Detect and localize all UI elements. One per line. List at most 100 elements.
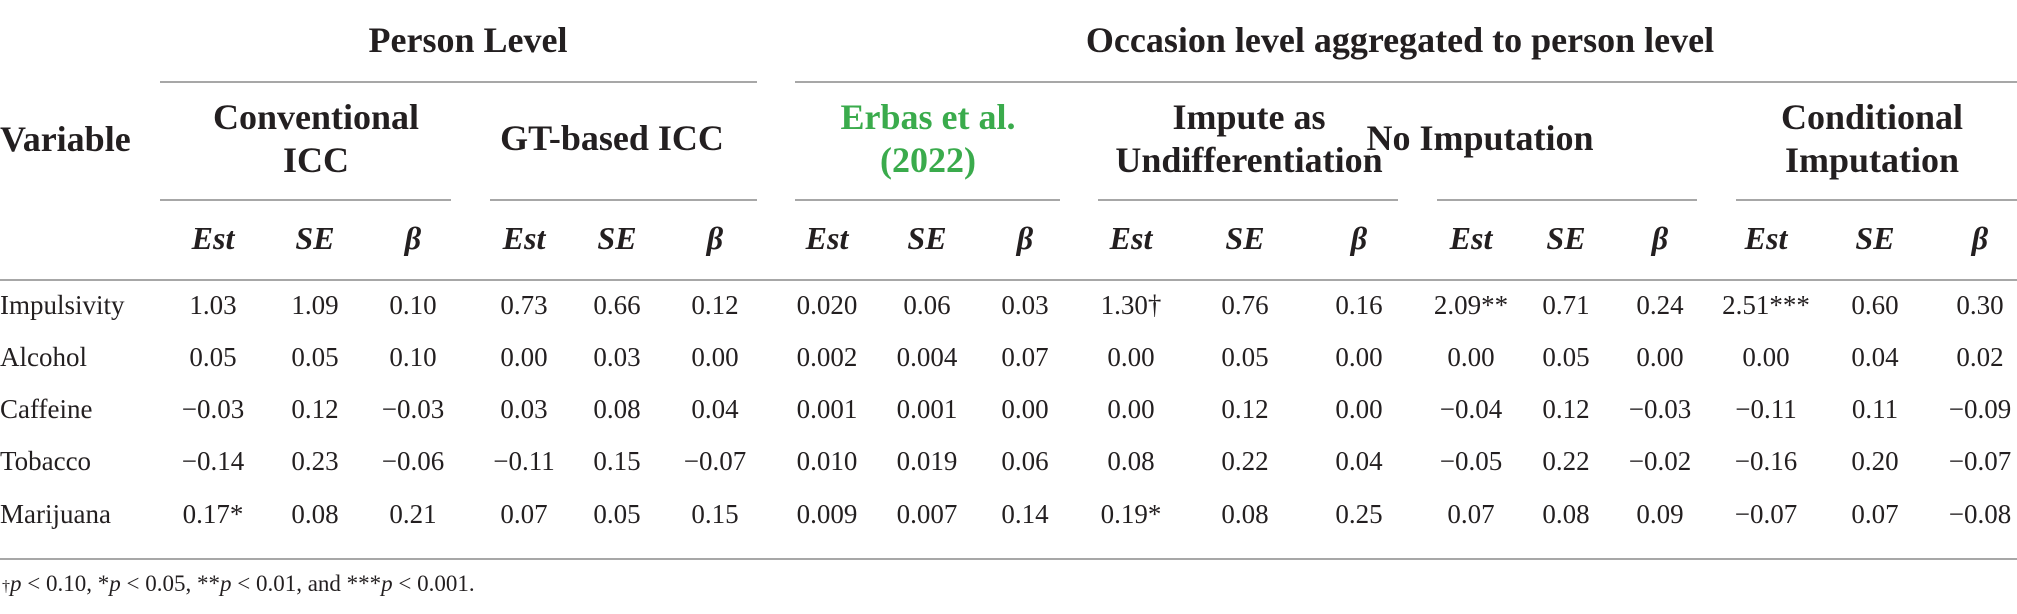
table-cell: 0.12 <box>691 290 738 320</box>
column-subheader: β <box>1016 220 1034 256</box>
table-cell: −0.03 <box>182 394 244 424</box>
table-cell: −0.08 <box>1949 499 2011 529</box>
group-header-line1: Conventional <box>213 97 419 137</box>
table-cell: 0.05 <box>291 342 338 372</box>
table-cell: 0.21 <box>389 499 436 529</box>
group-header-line1: Erbas et al. <box>841 97 1016 137</box>
table-cell: 0.00 <box>1335 342 1382 372</box>
table-cell: 0.019 <box>897 446 958 476</box>
occasion-level-header: Occasion level aggregated to person leve… <box>1086 20 1714 60</box>
column-subheader: SE <box>1546 220 1585 256</box>
table-cell: 1.03 <box>189 290 236 320</box>
table-cell: −0.05 <box>1440 446 1502 476</box>
table-cell: 0.07 <box>1001 342 1048 372</box>
table-cell: 0.00 <box>1335 394 1382 424</box>
table-row: Impulsivity 1.03 1.09 0.10 0.73 0.66 0.12 0.020… <box>0 290 2004 320</box>
group-header-line2: Undifferentiation <box>1115 140 1382 180</box>
table-cell: 0.007 <box>897 499 958 529</box>
table-cell: 0.05 <box>189 342 236 372</box>
table-cell: 0.20 <box>1851 446 1898 476</box>
table-cell: 0.03 <box>593 342 640 372</box>
table-cell: −0.07 <box>684 446 746 476</box>
table-cell: 0.14 <box>1001 499 1049 529</box>
table-cell: 0.06 <box>1001 446 1048 476</box>
table-cell: 0.17* <box>183 499 244 529</box>
table-cell: 0.00 <box>1447 342 1494 372</box>
group-header-line1: GT-based ICC <box>500 118 724 158</box>
table-cell: −0.02 <box>1629 446 1691 476</box>
table-cell: −0.11 <box>493 446 554 476</box>
table-cell: 0.66 <box>593 290 640 320</box>
column-subheader: Est <box>502 220 547 256</box>
table-cell: −0.06 <box>382 446 444 476</box>
table-cell: 0.00 <box>1107 342 1154 372</box>
table-cell: 0.15 <box>593 446 640 476</box>
column-subheader: Est <box>191 220 236 256</box>
table-cell: −0.03 <box>1629 394 1691 424</box>
row-label: Marijuana <box>0 499 111 529</box>
table-cell: 0.02 <box>1956 342 2003 372</box>
person-level-header: Person Level <box>369 20 568 60</box>
table-cell: −0.11 <box>1735 394 1796 424</box>
table-cell: 0.001 <box>897 394 958 424</box>
column-subheader: β <box>1651 220 1669 256</box>
table-cell: 0.002 <box>797 342 858 372</box>
table-cell: 0.020 <box>797 290 858 320</box>
table-cell: 2.09** <box>1434 290 1508 320</box>
table-cell: 0.60 <box>1851 290 1898 320</box>
table-cell: 0.19* <box>1101 499 1162 529</box>
table-cell: −0.07 <box>1949 446 2011 476</box>
column-subheader: Est <box>1449 220 1494 256</box>
table-cell: 0.30 <box>1956 290 2003 320</box>
table-cell: 0.03 <box>500 394 547 424</box>
column-subheaders: Est SE β Est SE β Est SE β Est SE β Est SE β Est SE β <box>191 220 1989 256</box>
table-cell: 0.07 <box>500 499 547 529</box>
group-header-line1: No Imputation <box>1366 118 1593 158</box>
table-cell: 0.10 <box>389 342 436 372</box>
table-cell: 0.00 <box>1742 342 1789 372</box>
column-subheader: SE <box>907 220 946 256</box>
table-cell: 0.22 <box>1221 446 1268 476</box>
column-subheader: β <box>404 220 422 256</box>
table-cell: 0.00 <box>691 342 738 372</box>
table-cell: 0.04 <box>1335 446 1383 476</box>
table-cell: 0.00 <box>1636 342 1683 372</box>
column-subheader: SE <box>295 220 334 256</box>
table-cell: 0.10 <box>389 290 436 320</box>
table-cell: −0.03 <box>382 394 444 424</box>
column-subheader: β <box>1350 220 1368 256</box>
table-cell: 0.73 <box>500 290 547 320</box>
table-cell: 0.22 <box>1542 446 1589 476</box>
table-cell: 0.08 <box>1542 499 1589 529</box>
group-header-line2: (2022) <box>880 140 976 180</box>
table-cell: 0.07 <box>1447 499 1494 529</box>
table-cell: 0.12 <box>291 394 338 424</box>
table-cell: 0.24 <box>1636 290 1684 320</box>
table-cell: 0.08 <box>291 499 338 529</box>
variable-header: Variable <box>0 119 131 159</box>
table-cell: 0.08 <box>593 394 640 424</box>
group-header-line1: Conditional <box>1781 97 1963 137</box>
group-header-line2: Imputation <box>1785 140 1959 180</box>
table-cell: 0.00 <box>1107 394 1154 424</box>
table-cell: 0.71 <box>1542 290 1589 320</box>
table-cell: 0.11 <box>1852 394 1898 424</box>
table-cell: 0.001 <box>797 394 858 424</box>
table-cell: 1.09 <box>291 290 338 320</box>
table-cell: 0.00 <box>1001 394 1048 424</box>
table-cell: 0.010 <box>797 446 858 476</box>
table-cell: 0.04 <box>691 394 739 424</box>
column-subheader: Est <box>805 220 850 256</box>
column-subheader: SE <box>1225 220 1264 256</box>
table-cell: 0.76 <box>1221 290 1268 320</box>
group-header-line2: ICC <box>283 140 349 180</box>
table-cell: −0.14 <box>182 446 245 476</box>
table-cell: 0.12 <box>1542 394 1589 424</box>
table-cell: 0.23 <box>291 446 338 476</box>
column-subheader: Est <box>1744 220 1789 256</box>
row-label: Tobacco <box>0 446 91 476</box>
row-label: Impulsivity <box>0 290 125 320</box>
table-cell: 0.009 <box>797 499 858 529</box>
table-cell: −0.09 <box>1949 394 2011 424</box>
